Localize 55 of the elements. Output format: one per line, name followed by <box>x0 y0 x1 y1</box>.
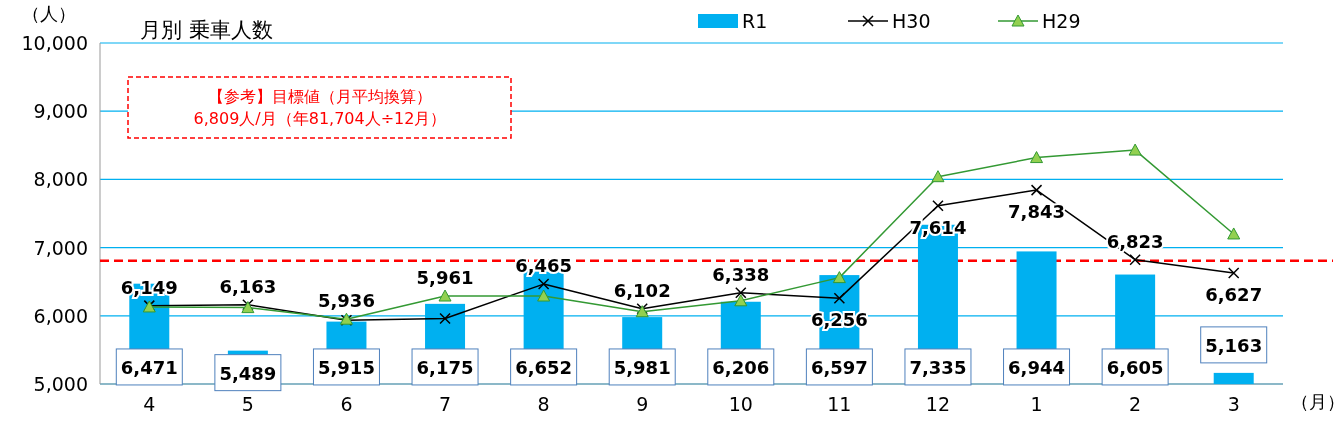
x-tick-label: 3 <box>1227 393 1240 415</box>
data-label: 6,605 <box>1106 356 1164 378</box>
point <box>438 289 452 302</box>
chart-title: 月別 乗車人数 <box>140 18 273 42</box>
point <box>1128 143 1142 156</box>
data-label: 6,175 <box>416 356 474 378</box>
x-tick-label: 5 <box>241 393 254 415</box>
point <box>1030 151 1044 164</box>
annotation: 【参考】目標値（月平均換算） <box>208 87 432 106</box>
point <box>1227 227 1241 240</box>
point <box>1129 253 1141 266</box>
y-tick-label: 8,000 <box>33 168 88 191</box>
x-tick-label: 4 <box>143 393 156 415</box>
point <box>932 199 944 212</box>
x-tick-label: 12 <box>925 393 951 415</box>
x-tick-label: 11 <box>827 393 852 415</box>
point <box>832 271 846 284</box>
x-tick-label: 8 <box>537 393 550 415</box>
data-label: 6,944 <box>1008 356 1066 378</box>
data-label: 6,652 <box>515 356 573 378</box>
point <box>931 170 945 183</box>
point <box>537 289 551 302</box>
point <box>734 294 748 307</box>
x-tick-label: 7 <box>438 393 452 415</box>
point <box>833 292 846 305</box>
point <box>439 312 451 325</box>
data-label: 5,163 <box>1205 334 1263 356</box>
y-tick-label: 5,000 <box>33 373 88 395</box>
x-axis-title: （月） <box>1291 391 1334 412</box>
data-label: 6,471 <box>120 356 178 378</box>
point <box>537 278 550 290</box>
y-axis-title: （人） <box>22 3 76 24</box>
y-tick-label: 10,000 <box>21 32 88 54</box>
data-label: 7,335 <box>909 356 967 378</box>
x-tick-label: 1 <box>1030 393 1043 415</box>
point <box>1030 184 1043 196</box>
point <box>1227 267 1240 279</box>
x-tick-label: 10 <box>728 393 753 415</box>
x-tick-label: 2 <box>1129 393 1142 415</box>
note: 【参考】目標値（月平均換算） 6,809人/月（年81,704人÷12月） <box>127 76 512 139</box>
legend-label: H29 <box>1042 10 1081 32</box>
annotation: 6,809人/月（年81,704人÷12月） <box>193 109 447 128</box>
legend-label: R1 <box>742 10 768 32</box>
data-label: 5,489 <box>219 362 277 384</box>
y-tick-label: 7,000 <box>33 236 88 259</box>
data-label: 5,981 <box>613 356 671 378</box>
data-label: 6,206 <box>712 356 770 378</box>
legend-label: H30 <box>892 10 931 32</box>
x-tick-label: 6 <box>340 393 353 415</box>
data-label: 6,597 <box>810 356 868 378</box>
y-tick-label: 6,000 <box>33 304 88 327</box>
y-tick-label: 9,000 <box>33 100 88 123</box>
data-label: 5,915 <box>317 356 375 378</box>
point <box>735 287 747 299</box>
x-tick-label: 9 <box>636 393 649 415</box>
